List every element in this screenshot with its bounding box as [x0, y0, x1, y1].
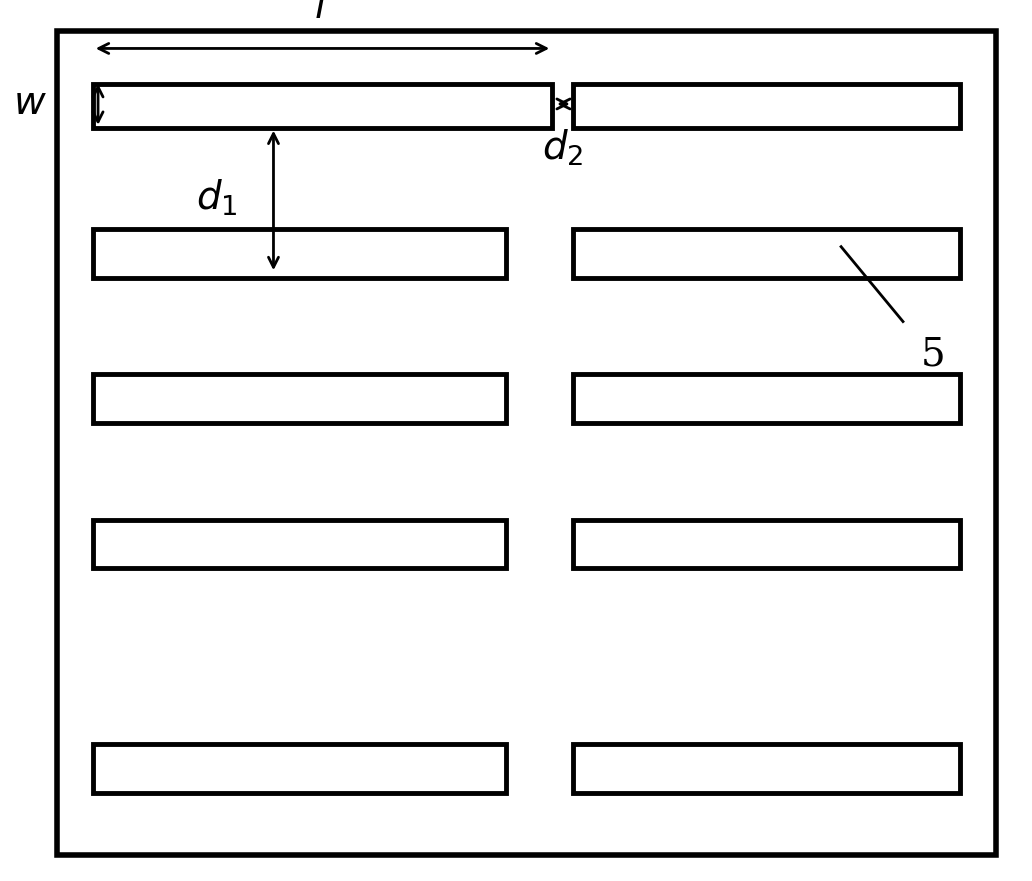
Bar — [93, 744, 506, 793]
Text: $\it{d}_1$: $\it{d}_1$ — [196, 178, 237, 218]
Text: $\it{d}_2$: $\it{d}_2$ — [542, 128, 583, 168]
Bar — [573, 229, 960, 278]
Bar — [573, 744, 960, 793]
Bar — [573, 84, 960, 128]
Bar — [573, 374, 960, 423]
Bar — [573, 520, 960, 568]
Text: $\it{l}$: $\it{l}$ — [314, 0, 326, 26]
Bar — [93, 374, 506, 423]
Bar — [93, 520, 506, 568]
Bar — [93, 229, 506, 278]
Text: 5: 5 — [921, 337, 945, 374]
Bar — [93, 84, 552, 128]
Text: $\it{w}$: $\it{w}$ — [12, 85, 46, 122]
